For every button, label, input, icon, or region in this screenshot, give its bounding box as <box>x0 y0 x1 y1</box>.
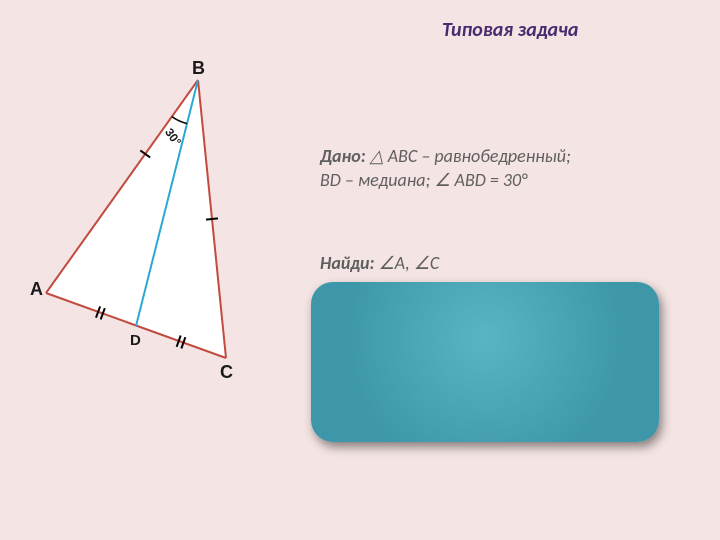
given-prefix: Дано: <box>320 145 366 167</box>
given-block: Дано: △ АВС – равнобедренный; ВD – медиа… <box>320 144 571 193</box>
label-a: A <box>30 279 43 300</box>
answer-box <box>311 282 659 442</box>
label-c: C <box>220 362 233 383</box>
label-d: D <box>130 332 141 349</box>
triangle-svg <box>28 68 288 368</box>
slide: Типовая задача Дано: △ АВС – равнобедрен… <box>0 0 720 540</box>
given-line1: △ АВС – равнобедренный; <box>366 145 571 167</box>
find-prefix: Найди: <box>320 252 374 274</box>
slide-title: Типовая задача <box>442 18 578 42</box>
tick-bc <box>206 218 218 219</box>
given-line2: ВD – медиана; ∠ ABD = 30° <box>320 169 527 191</box>
triangle-diagram: A B C D 30° <box>28 68 288 368</box>
find-block: Найди: ∠А, ∠С <box>320 252 439 274</box>
find-rest: ∠А, ∠С <box>374 252 439 274</box>
triangle-fill <box>46 80 226 358</box>
label-b: B <box>192 58 205 79</box>
